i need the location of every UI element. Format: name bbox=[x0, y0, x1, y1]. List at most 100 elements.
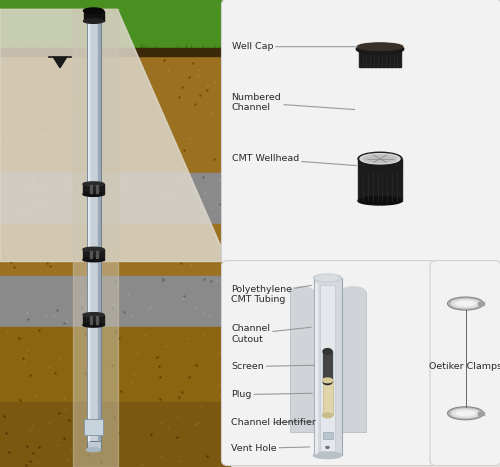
Point bbox=[6, 106, 14, 113]
Bar bbox=[83, 315, 104, 325]
Point bbox=[36, 326, 44, 333]
Bar bbox=[0, 327, 230, 402]
Point bbox=[104, 380, 112, 388]
Point bbox=[108, 304, 116, 312]
Point bbox=[178, 83, 186, 90]
Point bbox=[174, 412, 182, 419]
FancyBboxPatch shape bbox=[222, 0, 500, 265]
Point bbox=[186, 134, 194, 142]
Point bbox=[34, 176, 42, 183]
Point bbox=[120, 144, 128, 152]
Ellipse shape bbox=[452, 299, 479, 308]
Point bbox=[70, 104, 78, 111]
Point bbox=[36, 119, 44, 127]
Bar bbox=[98, 21, 100, 441]
Point bbox=[172, 434, 180, 441]
Point bbox=[207, 277, 215, 285]
Ellipse shape bbox=[84, 19, 103, 23]
Point bbox=[146, 430, 154, 438]
Point bbox=[70, 231, 78, 239]
Point bbox=[13, 157, 21, 165]
Point bbox=[53, 306, 61, 314]
Point bbox=[192, 304, 200, 311]
Text: Polyethylene
CMT Tubing: Polyethylene CMT Tubing bbox=[231, 284, 312, 304]
Point bbox=[12, 170, 20, 178]
Ellipse shape bbox=[358, 152, 402, 165]
Point bbox=[220, 217, 228, 224]
Bar bbox=[90, 251, 92, 258]
Point bbox=[50, 141, 58, 149]
Point bbox=[26, 371, 34, 378]
Point bbox=[116, 163, 124, 171]
Point bbox=[8, 214, 16, 222]
Ellipse shape bbox=[83, 192, 104, 196]
Point bbox=[110, 414, 118, 421]
Point bbox=[51, 369, 59, 377]
Point bbox=[16, 396, 24, 403]
Point bbox=[66, 179, 74, 186]
Point bbox=[56, 354, 64, 362]
Point bbox=[26, 428, 34, 435]
Point bbox=[186, 240, 194, 248]
Point bbox=[20, 358, 28, 365]
Point bbox=[134, 349, 142, 357]
Point bbox=[220, 282, 228, 289]
Point bbox=[216, 200, 224, 207]
Point bbox=[0, 412, 8, 420]
Point bbox=[83, 278, 91, 285]
Point bbox=[36, 74, 44, 82]
Point bbox=[216, 391, 224, 398]
Bar bbox=[322, 380, 332, 416]
Point bbox=[62, 248, 70, 255]
Bar bbox=[88, 21, 89, 441]
Bar bbox=[290, 292, 314, 432]
Point bbox=[192, 420, 200, 427]
Ellipse shape bbox=[323, 379, 332, 385]
Point bbox=[44, 363, 52, 370]
Point bbox=[91, 332, 99, 339]
Point bbox=[10, 173, 18, 180]
Point bbox=[36, 124, 44, 132]
Point bbox=[72, 219, 80, 226]
Point bbox=[81, 331, 89, 338]
Bar bbox=[84, 11, 103, 21]
Point bbox=[164, 425, 172, 432]
Point bbox=[36, 200, 44, 207]
Point bbox=[88, 329, 96, 337]
Point bbox=[174, 178, 182, 186]
Point bbox=[23, 222, 31, 230]
Point bbox=[116, 334, 124, 341]
Point bbox=[126, 311, 134, 318]
Ellipse shape bbox=[357, 43, 403, 50]
Ellipse shape bbox=[448, 407, 484, 420]
Text: Screen: Screen bbox=[231, 362, 314, 371]
Point bbox=[146, 303, 154, 311]
Point bbox=[200, 236, 207, 244]
Ellipse shape bbox=[83, 182, 104, 186]
Point bbox=[138, 460, 146, 467]
Point bbox=[79, 195, 87, 203]
Point bbox=[126, 379, 134, 387]
Point bbox=[94, 90, 102, 97]
Point bbox=[81, 369, 89, 377]
Point bbox=[175, 394, 183, 401]
Point bbox=[120, 309, 128, 316]
Text: CMT Wellhead: CMT Wellhead bbox=[232, 154, 356, 166]
Ellipse shape bbox=[84, 8, 103, 14]
Point bbox=[108, 302, 116, 309]
Point bbox=[11, 125, 19, 132]
FancyBboxPatch shape bbox=[430, 261, 500, 466]
Point bbox=[136, 120, 143, 127]
Bar bbox=[0, 402, 230, 467]
Point bbox=[144, 305, 152, 312]
Bar bbox=[315, 283, 317, 453]
Point bbox=[128, 63, 136, 70]
Point bbox=[54, 410, 62, 417]
Point bbox=[96, 459, 104, 466]
Point bbox=[140, 331, 148, 339]
Bar bbox=[86, 441, 101, 450]
Text: Oetiker Clamps: Oetiker Clamps bbox=[429, 362, 500, 371]
Point bbox=[73, 96, 81, 103]
Point bbox=[204, 82, 212, 89]
Point bbox=[108, 361, 116, 369]
